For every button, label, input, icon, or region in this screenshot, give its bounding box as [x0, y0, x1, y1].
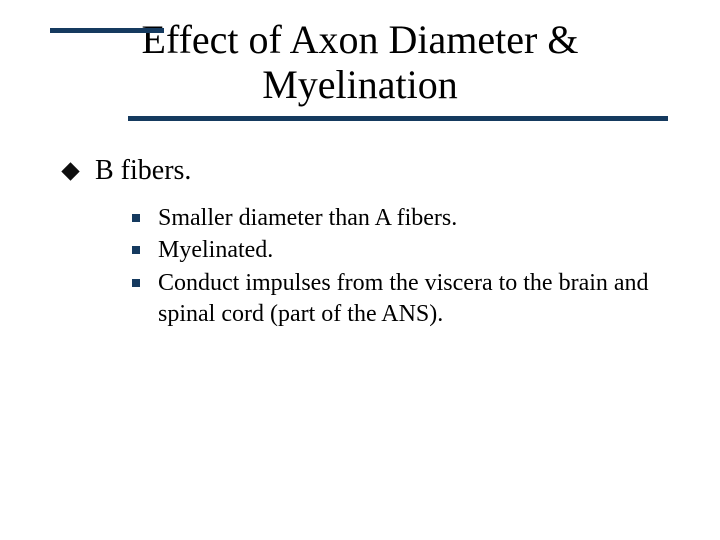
list-item: B fibers. — [64, 155, 656, 187]
list-item-text: Conduct impulses from the viscera to the… — [158, 268, 656, 329]
diamond-bullet-icon — [61, 162, 79, 180]
list-item-text: B fibers. — [95, 155, 191, 187]
square-bullet-icon — [132, 279, 140, 287]
sublist: Smaller diameter than A fibers. Myelinat… — [64, 203, 656, 330]
list-item: Conduct impulses from the viscera to the… — [132, 268, 656, 329]
square-bullet-icon — [132, 246, 140, 254]
list-item-text: Smaller diameter than A fibers. — [158, 203, 457, 234]
list-item: Smaller diameter than A fibers. — [132, 203, 656, 234]
list-item-text: Myelinated. — [158, 235, 273, 266]
list-item: Myelinated. — [132, 235, 656, 266]
title-rule-top — [50, 28, 164, 33]
content-area: B fibers. Smaller diameter than A fibers… — [0, 121, 720, 330]
title-line-2: Myelination — [262, 62, 458, 107]
title-rule-bottom — [128, 116, 668, 121]
title-line-1: Effect of Axon Diameter & — [142, 17, 579, 62]
title-block: Effect of Axon Diameter & Myelination — [0, 0, 720, 121]
square-bullet-icon — [132, 214, 140, 222]
